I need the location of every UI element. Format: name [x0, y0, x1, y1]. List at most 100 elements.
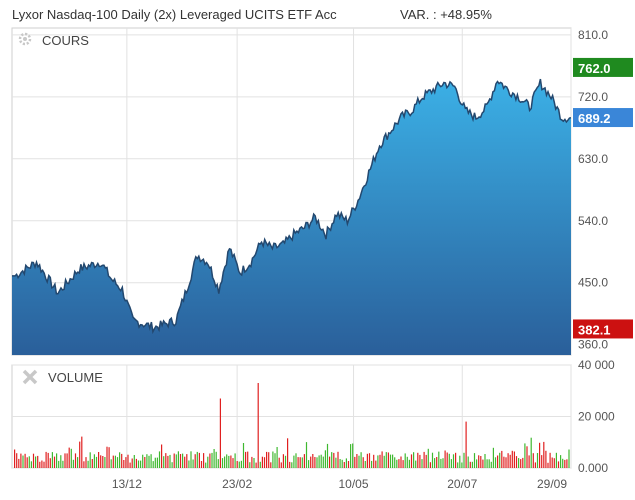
- x-tick-label: 29/09: [537, 477, 567, 491]
- volume-bar: [389, 454, 392, 468]
- volume-bar: [316, 457, 318, 468]
- price-panel-label: COURS: [42, 33, 89, 48]
- volume-bar: [79, 441, 81, 468]
- gear-icon[interactable]: [18, 32, 32, 46]
- volume-bar: [478, 455, 480, 468]
- volume-bar: [51, 452, 53, 468]
- volume-bar: [480, 456, 482, 468]
- volume-bar: [245, 451, 247, 468]
- volume-bar: [560, 455, 562, 468]
- volume-bar: [555, 452, 557, 468]
- volume-bar: [207, 456, 209, 468]
- volume-bar: [438, 451, 440, 468]
- volume-bar: [440, 458, 442, 468]
- volume-bar: [528, 455, 530, 468]
- price-tag-high-label: 762.0: [578, 61, 611, 76]
- volume-bar: [545, 450, 547, 468]
- volume-bar: [396, 459, 398, 468]
- volume-bar: [450, 459, 452, 468]
- volume-bar: [350, 444, 352, 468]
- volume-bar: [161, 444, 163, 468]
- volume-bar: [131, 458, 133, 468]
- volume-bar: [381, 451, 383, 468]
- volume-bar: [293, 455, 295, 468]
- volume-bar: [140, 460, 142, 468]
- volume-bar: [247, 451, 249, 468]
- volume-bar: [203, 453, 205, 468]
- volume-bar: [270, 462, 272, 468]
- volume-bar: [326, 443, 329, 468]
- volume-bar: [106, 446, 108, 468]
- y-tick-label: 540.0: [578, 214, 608, 228]
- volume-bar: [511, 450, 513, 468]
- volume-bar: [291, 462, 293, 468]
- volume-bar: [230, 455, 232, 468]
- volume-bar: [110, 459, 112, 468]
- volume-bar: [251, 456, 253, 468]
- volume-bar: [200, 461, 203, 468]
- volume-bar: [148, 455, 150, 468]
- volume-bar: [274, 453, 276, 468]
- volume-bar: [188, 460, 190, 468]
- volume-bar: [522, 457, 524, 468]
- volume-bar: [505, 457, 507, 468]
- volume-bar: [119, 452, 121, 468]
- volume-bar: [87, 460, 89, 468]
- volume-bar: [429, 462, 431, 468]
- volume-bar: [562, 458, 564, 468]
- volume-bar: [154, 457, 156, 468]
- price-axis: 810.0 720.0 630.0 540.0 450.0 360.0: [578, 28, 608, 352]
- volume-bar: [341, 459, 343, 468]
- volume-bar: [24, 453, 26, 468]
- volume-bar: [156, 457, 158, 468]
- volume-bar: [289, 461, 291, 468]
- volume-bar: [35, 456, 37, 468]
- volume-bar: [146, 454, 148, 468]
- volume-bar: [14, 449, 16, 468]
- volume-bar: [108, 447, 110, 468]
- volume-bar: [434, 458, 436, 468]
- volume-bar: [375, 460, 377, 468]
- volume-bar: [47, 452, 49, 468]
- volume-bar: [360, 452, 362, 468]
- volume-bar: [305, 442, 308, 468]
- volume-bar: [459, 455, 461, 468]
- volume-bar: [129, 462, 131, 468]
- volume-bar: [175, 454, 177, 468]
- volume-bar: [53, 456, 56, 468]
- volume-bar: [182, 453, 184, 468]
- volume-bar: [219, 398, 221, 468]
- volume-bar: [81, 436, 83, 468]
- volume-bar: [194, 454, 196, 468]
- price-area: [12, 79, 571, 355]
- volume-bar: [242, 443, 245, 468]
- volume-bar: [314, 457, 316, 468]
- volume-bar: [196, 451, 198, 468]
- volume-bar: [125, 457, 127, 468]
- volume-bar: [100, 455, 102, 468]
- volume-bar: [320, 454, 322, 468]
- x-tick-label: 23/02: [222, 477, 252, 491]
- volume-bar: [98, 452, 100, 468]
- volume-bar: [163, 456, 165, 468]
- volume-bar: [259, 461, 261, 468]
- y-tick-label: 720.0: [578, 90, 608, 104]
- variation-label: VAR. : +48.95%: [400, 7, 492, 22]
- volume-bar: [284, 455, 287, 468]
- volume-bar: [272, 451, 274, 468]
- volume-bar: [116, 457, 119, 468]
- volume-bar: [228, 455, 230, 468]
- volume-bar: [492, 447, 494, 468]
- volume-bar: [408, 459, 410, 468]
- volume-bar: [515, 456, 518, 468]
- volume-bar: [127, 454, 129, 468]
- volume-bar: [423, 451, 425, 468]
- volume-bar: [133, 455, 135, 468]
- volume-bar: [385, 452, 387, 468]
- volume-bar: [549, 452, 551, 468]
- volume-bar: [352, 443, 354, 468]
- close-icon[interactable]: [22, 369, 38, 385]
- volume-bar: [524, 443, 526, 468]
- volume-bar: [221, 458, 224, 468]
- volume-bar: [224, 456, 226, 468]
